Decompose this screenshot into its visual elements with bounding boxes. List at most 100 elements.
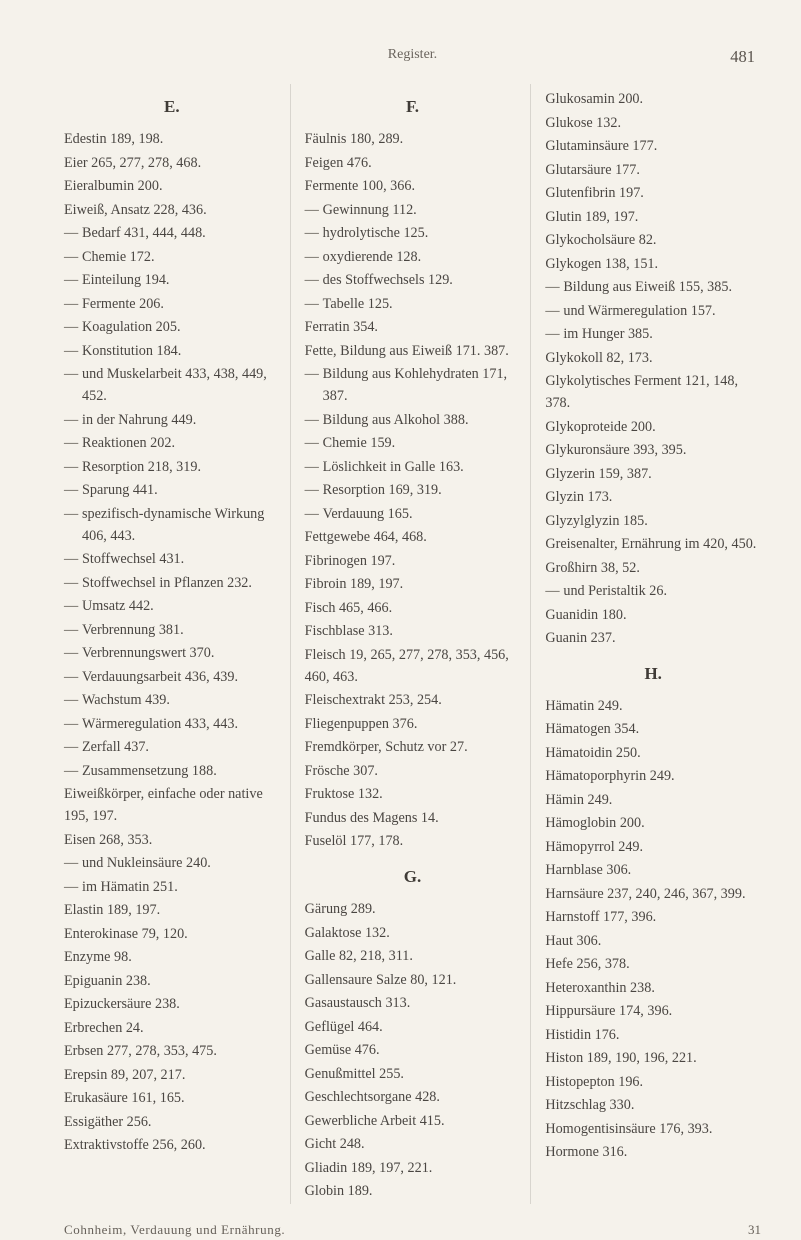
index-entry: Fruktose 132.	[305, 783, 521, 807]
index-entry: Fleischextrakt 253, 254.	[305, 689, 521, 713]
entry-text: Glukose 132.	[545, 112, 761, 134]
index-entry: Enterokinase 79, 120.	[64, 923, 280, 947]
dash-icon: —	[64, 340, 82, 362]
dash-icon: —	[64, 222, 82, 244]
entry-text: Erukasäure 161, 165.	[64, 1087, 280, 1109]
index-entry: Genußmittel 255.	[305, 1063, 521, 1087]
index-subentry: —Bildung aus Alkohol 388.	[305, 409, 521, 433]
entry-text: Fette, Bildung aus Eiweiß 171. 387.	[305, 340, 521, 362]
entry-text: Genußmittel 255.	[305, 1063, 521, 1085]
entry-text: Bildung aus Eiweiß 155, 385.	[563, 276, 761, 298]
index-entry: Fuselöl 177, 178.	[305, 830, 521, 854]
index-subentry: —spezifisch-dynamische Wirkung 406, 443.	[64, 503, 280, 549]
index-entry: Fibroin 189, 197.	[305, 573, 521, 597]
entry-text: Chemie 172.	[82, 246, 280, 268]
dash-icon: —	[545, 580, 563, 602]
index-subentry: —Verdauungsarbeit 436, 439.	[64, 666, 280, 690]
index-subentry: —im Hunger 385.	[545, 323, 761, 347]
dash-icon: —	[305, 456, 323, 478]
dash-icon: —	[545, 300, 563, 322]
index-subentry: —und Peristaltik 26.	[545, 580, 761, 604]
entry-text: Erbsen 277, 278, 353, 475.	[64, 1040, 280, 1062]
index-subentry: —des Stoffwechsels 129.	[305, 269, 521, 293]
entry-text: Fleisch 19, 265, 277, 278, 353, 456, 460…	[305, 644, 521, 688]
index-subentry: —oxydierende 128.	[305, 246, 521, 270]
entry-text: Fisch 465, 466.	[305, 597, 521, 619]
index-entry: Hämoglobin 200.	[545, 812, 761, 836]
index-entry: Glutin 189, 197.	[545, 206, 761, 230]
index-entry: Guanin 237.	[545, 627, 761, 651]
entry-text: Erepsin 89, 207, 217.	[64, 1064, 280, 1086]
entry-text: Großhirn 38, 52.	[545, 557, 761, 579]
entry-text: in der Nahrung 449.	[82, 409, 280, 431]
index-subentry: —Stoffwechsel 431.	[64, 548, 280, 572]
index-subentry: —Fermente 206.	[64, 293, 280, 317]
entry-text: Greisenalter, Ernährung im 420, 450.	[545, 533, 761, 555]
entry-text: Fermente 100, 366.	[305, 175, 521, 197]
entry-text: Glykolytisches Ferment 121, 148, 378.	[545, 370, 761, 414]
dash-icon: —	[305, 293, 323, 315]
index-entry: Histidin 176.	[545, 1024, 761, 1048]
index-entry: Glyzylglyzin 185.	[545, 510, 761, 534]
dash-icon: —	[305, 269, 323, 291]
entry-text: Harnstoff 177, 396.	[545, 906, 761, 928]
entry-text: Glukosamin 200.	[545, 88, 761, 110]
entry-text: Heteroxanthin 238.	[545, 977, 761, 999]
entry-text: Bildung aus Alkohol 388.	[323, 409, 521, 431]
index-entry: Erepsin 89, 207, 217.	[64, 1064, 280, 1088]
entry-text: Tabelle 125.	[323, 293, 521, 315]
entry-text: Guanidin 180.	[545, 604, 761, 626]
section-letter: G.	[305, 864, 521, 890]
entry-text: Hämatoporphyrin 249.	[545, 765, 761, 787]
index-subentry: —Einteilung 194.	[64, 269, 280, 293]
index-subentry: —und Wärmeregulation 157.	[545, 300, 761, 324]
entry-text: Fibroin 189, 197.	[305, 573, 521, 595]
index-entry: Glykogen 138, 151.	[545, 253, 761, 277]
index-entry: Eieralbumin 200.	[64, 175, 280, 199]
entry-text: Glykokoll 82, 173.	[545, 347, 761, 369]
index-subentry: —Wärmeregulation 433, 443.	[64, 713, 280, 737]
index-entry: Glutarsäure 177.	[545, 159, 761, 183]
index-entry: Gicht 248.	[305, 1133, 521, 1157]
index-entry: Greisenalter, Ernährung im 420, 450.	[545, 533, 761, 557]
index-entry: Ferratin 354.	[305, 316, 521, 340]
entry-text: Enzyme 98.	[64, 946, 280, 968]
index-entry: Elastin 189, 197.	[64, 899, 280, 923]
index-columns: E.Edestin 189, 198.Eier 265, 277, 278, 4…	[64, 84, 761, 1204]
index-entry: Fette, Bildung aus Eiweiß 171. 387.	[305, 340, 521, 364]
entry-text: Eiweißkörper, einfache oder native 195, …	[64, 783, 280, 827]
entry-text: Gärung 289.	[305, 898, 521, 920]
entry-text: Sparung 441.	[82, 479, 280, 501]
entry-text: Geschlechtsorgane 428.	[305, 1086, 521, 1108]
dash-icon: —	[64, 293, 82, 315]
index-subentry: —Bildung aus Kohlehydraten 171, 387.	[305, 363, 521, 409]
footer-left: Cohnheim, Verdauung und Ernährung.	[64, 1220, 285, 1240]
index-entry: Hämatin 249.	[545, 695, 761, 719]
dash-icon: —	[545, 323, 563, 345]
dash-icon: —	[64, 876, 82, 898]
dash-icon: —	[64, 736, 82, 758]
entry-text: Elastin 189, 197.	[64, 899, 280, 921]
entry-text: Bedarf 431, 444, 448.	[82, 222, 280, 244]
index-entry: Glukosamin 200.	[545, 88, 761, 112]
entry-text: hydrolytische 125.	[323, 222, 521, 244]
index-subentry: —Verbrennung 381.	[64, 619, 280, 643]
entry-text: Hippursäure 174, 396.	[545, 1000, 761, 1022]
entry-text: Galaktose 132.	[305, 922, 521, 944]
section-letter: F.	[305, 94, 521, 120]
entry-text: Glyzin 173.	[545, 486, 761, 508]
index-entry: Glyzin 173.	[545, 486, 761, 510]
entry-text: Wachstum 439.	[82, 689, 280, 711]
entry-text: Haut 306.	[545, 930, 761, 952]
index-entry: Glutenfibrin 197.	[545, 182, 761, 206]
index-entry: Hämopyrrol 249.	[545, 836, 761, 860]
entry-text: Hämatin 249.	[545, 695, 761, 717]
entry-text: Hämatoidin 250.	[545, 742, 761, 764]
entry-text: Erbrechen 24.	[64, 1017, 280, 1039]
entry-text: Konstitution 184.	[82, 340, 280, 362]
index-entry: Hämin 249.	[545, 789, 761, 813]
entry-text: Hormone 316.	[545, 1141, 761, 1163]
index-entry: Edestin 189, 198.	[64, 128, 280, 152]
index-entry: Heteroxanthin 238.	[545, 977, 761, 1001]
index-entry: Globin 189.	[305, 1180, 521, 1204]
